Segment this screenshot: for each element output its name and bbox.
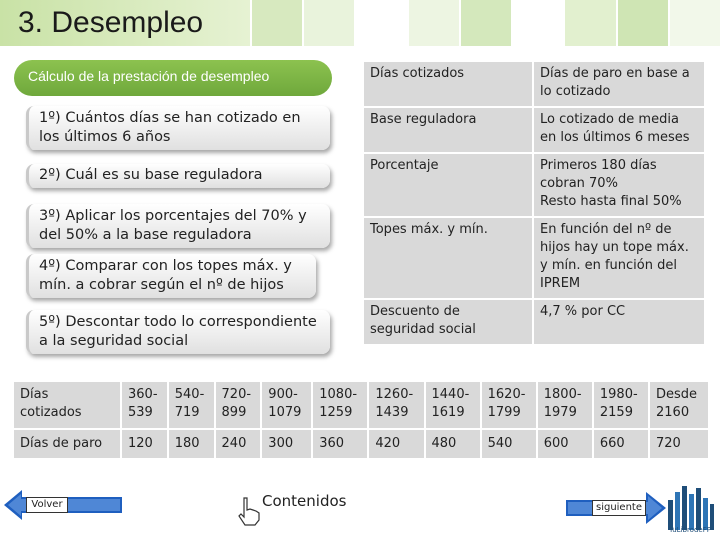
table-cell: 1980-2159 [591,380,651,430]
table-cell: Desde 2160 [648,380,710,430]
row-value-line: Resto hasta final 50% [540,194,682,209]
table-cell: 720 [648,428,710,460]
row-label: Base reguladora [362,106,534,154]
header-decoration [250,0,720,46]
header-square [408,0,459,46]
header-square [669,0,720,46]
table-row: Descuento de seguridad social 4,7 % por … [362,298,706,346]
header-banner: 3. Desempleo [0,0,720,50]
table-cell: 720-899 [213,380,263,430]
days-table: Días cotizados 360-539 540-719 720-899 9… [12,380,710,460]
logo-text: TuLibrodeFP [669,526,711,534]
section-title: Cálculo de la prestación de desempleo [14,60,332,96]
step-4-button[interactable]: 4º) Comparar con los topes máx. y mín. a… [26,254,316,298]
back-button[interactable]: Volver [4,488,122,522]
table-cell: 360-539 [120,380,169,430]
row-label: Porcentaje [362,152,534,218]
pointing-hand-icon [238,497,260,526]
table-cell: 1800-1979 [535,380,594,430]
table-cell: 1260-1439 [367,380,426,430]
table-cell: 1440-1619 [423,380,482,430]
table-cell: 1080-1259 [311,380,370,430]
table-cell: 180 [166,428,216,460]
row-value-line: Primeros 180 días cobran 70% [540,158,657,191]
row-label: Descuento de seguridad social [362,298,534,346]
row-value: 4,7 % por CC [532,298,706,346]
contents-link[interactable]: Contenidos [236,490,347,526]
summary-table: Días cotizados Días de paro en base a lo… [362,60,706,346]
step-1-button[interactable]: 1º) Cuántos días se han cotizado en los … [26,106,330,150]
header-square [252,0,303,46]
step-3-button[interactable]: 3º) Aplicar los porcentajes del 70% y de… [26,204,330,248]
table-cell: 660 [591,428,651,460]
table-cell: 600 [535,428,594,460]
table-row: Días cotizados Días de paro en base a lo… [362,60,706,108]
row-value: Lo cotizado de media en los últimos 6 me… [532,106,706,154]
table-row: Porcentaje Primeros 180 días cobran 70% … [362,152,706,218]
table-row: Días cotizados 360-539 540-719 720-899 9… [12,380,710,430]
table-cell: 480 [423,428,482,460]
next-button-label: siguiente [592,500,646,516]
header-square [617,0,668,46]
table-cell: 420 [367,428,426,460]
next-button[interactable]: siguiente [566,490,666,526]
header-square [460,0,512,46]
table-cell: 300 [260,428,314,460]
back-button-label: Volver [26,497,68,513]
table-cell: 360 [311,428,370,460]
table-cell: 240 [213,428,263,460]
page-title: 3. Desempleo [18,6,204,39]
table-row: Días de paro 120 180 240 300 360 420 480… [12,428,710,460]
step-5-button[interactable]: 5º) Descontar todo lo correspondiente a … [26,310,330,354]
row-value: Primeros 180 días cobran 70% Resto hasta… [532,152,706,218]
header-square [356,0,407,46]
table-cell: 540 [479,428,538,460]
table-cell: 540-719 [166,380,216,430]
step-2-button[interactable]: 2º) Cuál es su base reguladora [26,164,330,188]
header-square [304,0,355,46]
row-header: Días cotizados [12,380,122,430]
row-value: Días de paro en base a lo cotizado [532,60,706,108]
header-square [565,0,616,46]
tulibrodefp-logo[interactable] [664,482,716,534]
header-accent [0,0,250,46]
row-value: En función del nº de hijos hay un tope m… [532,216,706,300]
row-label: Topes máx. y mín. [362,216,534,300]
contents-label: Contenidos [262,492,347,510]
table-cell: 120 [120,428,169,460]
table-cell: 1620-1799 [479,380,538,430]
table-row: Topes máx. y mín. En función del nº de h… [362,216,706,300]
table-cell: 900-1079 [260,380,314,430]
row-label: Días cotizados [362,60,534,108]
header-square [513,0,564,46]
table-row: Base reguladora Lo cotizado de media en … [362,106,706,154]
row-header: Días de paro [12,428,122,460]
